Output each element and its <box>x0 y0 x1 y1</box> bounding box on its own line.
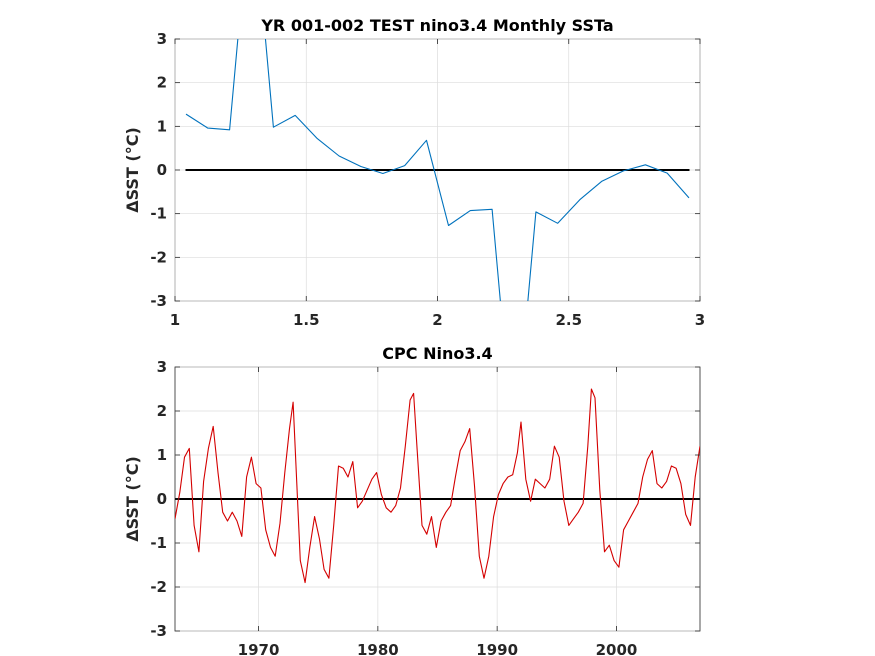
bottom-x-tick-label: 1980 <box>357 641 399 656</box>
bottom-ticks: 1970 1980 1990 2000 -3 -2 -1 0 1 2 3 <box>150 358 700 656</box>
top-y-tick-label: 2 <box>157 74 167 92</box>
bottom-y-tick-label: 2 <box>157 402 167 420</box>
bottom-chart-title: CPC Nino3.4 <box>382 344 492 363</box>
bottom-x-tick-label: 2000 <box>596 641 638 656</box>
top-ticks: 1 1.5 2 2.5 3 -3 -2 -1 0 1 2 3 <box>150 30 705 329</box>
bottom-y-tick-label: 3 <box>157 358 167 376</box>
top-chart-title: YR 001-002 TEST nino3.4 Monthly SSTa <box>260 16 613 35</box>
bottom-y-tick-label: -2 <box>150 578 167 596</box>
bottom-y-tick-label: 0 <box>157 490 167 508</box>
top-series-line-0 <box>185 39 690 301</box>
top-y-tick-label: -3 <box>150 292 167 310</box>
top-y-tick-label: -1 <box>150 205 167 223</box>
top-x-tick-label: 1.5 <box>293 311 320 329</box>
bottom-y-tick-label: -1 <box>150 534 167 552</box>
bottom-x-tick-label: 1970 <box>238 641 280 656</box>
top-x-tick-label: 2.5 <box>555 311 582 329</box>
top-x-tick-label: 3 <box>695 311 705 329</box>
top-y-tick-label: 1 <box>157 117 167 135</box>
top-y-tick-label: -2 <box>150 248 167 266</box>
bottom-y-tick-label: 1 <box>157 446 167 464</box>
top-x-tick-label: 1 <box>170 311 180 329</box>
bottom-series-line-0 <box>175 388 700 584</box>
top-y-tick-label: 0 <box>157 161 167 179</box>
top-y-axis-label: ΔSST (°C) <box>123 127 142 213</box>
bottom-y-axis-label: ΔSST (°C) <box>123 456 142 542</box>
top-x-tick-label: 2 <box>432 311 442 329</box>
bottom-x-tick-label: 1990 <box>476 641 518 656</box>
top-y-tick-label: 3 <box>157 30 167 48</box>
bottom-chart-panel: 1970 1980 1990 2000 -3 -2 -1 0 1 2 3 CPC Nino3.4 Δ… <box>123 344 701 656</box>
top-chart-panel: 1 1.5 2 2.5 3 -3 -2 -1 0 1 2 3 YR 001-002 TEST nino… <box>123 16 705 329</box>
bottom-y-tick-label: -3 <box>150 622 167 640</box>
